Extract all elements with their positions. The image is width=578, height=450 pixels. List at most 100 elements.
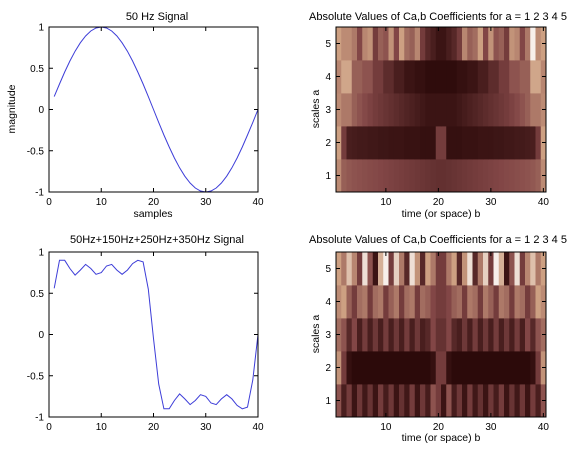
heatmap-cell [389, 252, 395, 285]
heatmap-cell [368, 159, 374, 192]
heatmap-cell [410, 318, 416, 351]
heatmap-cell [504, 285, 510, 318]
heatmap-cell [467, 384, 473, 417]
x-tick-label: 10 [96, 422, 108, 433]
heatmap-cell [399, 93, 405, 126]
x-tick-label: 30 [485, 197, 497, 208]
heatmap-cell [446, 159, 452, 192]
heatmap-cell [399, 27, 405, 60]
heatmap-cell [457, 252, 463, 285]
heatmap-cell [378, 351, 384, 384]
heatmap-cell [499, 159, 505, 192]
heatmap-cell [499, 27, 505, 60]
heatmap-cell [383, 285, 389, 318]
heatmap-cell [452, 384, 458, 417]
heatmap-cell [457, 351, 463, 384]
heatmap-cell [425, 351, 431, 384]
y-tick-label: 4 [325, 72, 331, 83]
heatmap-cell [499, 252, 505, 285]
heatmap-cell [462, 60, 468, 93]
heatmap-cell [410, 126, 416, 159]
heatmap-cell [378, 60, 384, 93]
heatmap-cell [420, 384, 426, 417]
heatmap-cell [420, 351, 426, 384]
heatmap-cell [441, 126, 447, 159]
plot-composite-signal: 50Hz+150Hz+250Hz+350Hz Signal 0 10 20 30 40 … [27, 234, 264, 433]
y-tick-label: 3 [325, 105, 331, 116]
heatmap-cell [389, 159, 395, 192]
heatmap-cell [530, 252, 536, 285]
heatmap-cell [431, 285, 437, 318]
heatmap-cell [483, 318, 489, 351]
heatmap-cell [515, 384, 521, 417]
heatmap-cell [341, 384, 347, 417]
heatmap-cell [383, 384, 389, 417]
heatmap-cell [394, 252, 400, 285]
heatmap-cell [404, 351, 410, 384]
heatmap-cell [415, 159, 421, 192]
heatmap-cell [341, 60, 347, 93]
heatmap-cell [530, 27, 536, 60]
heatmap-cell [425, 285, 431, 318]
heatmap-cell [420, 285, 426, 318]
heatmap-cwt-composite: Absolute Values of Ca,b Coefficients for… [309, 234, 567, 444]
y-tick-label: 1 [325, 396, 331, 407]
heatmap-cell [483, 60, 489, 93]
heatmap-cell [383, 126, 389, 159]
heatmap-cell [341, 93, 347, 126]
heatmap-cell [473, 93, 479, 126]
heatmap-cell [457, 285, 463, 318]
heatmap-cell [352, 60, 358, 93]
x-tick-label: 20 [148, 422, 160, 433]
heatmap-cell [425, 318, 431, 351]
heatmap-cell [488, 384, 494, 417]
heatmap-cell [473, 159, 479, 192]
heatmap-cell [457, 159, 463, 192]
x-tick-label: 30 [200, 422, 212, 433]
heatmap-cell [494, 60, 500, 93]
heatmap-cell [483, 27, 489, 60]
heatmap-cell [415, 252, 421, 285]
heatmap-cell [399, 159, 405, 192]
heatmap-cell [499, 318, 505, 351]
heatmap-cell [378, 384, 384, 417]
heatmap-cell [410, 351, 416, 384]
heatmap-cell [373, 60, 379, 93]
heatmap-cell [494, 93, 500, 126]
heatmap-cell [452, 318, 458, 351]
x-tick-label: 0 [46, 197, 52, 208]
heatmap-cell [494, 318, 500, 351]
heatmap-cell [452, 285, 458, 318]
heatmap-cell [525, 126, 531, 159]
chart-title: Absolute Values of Ca,b Coefficients for… [309, 11, 567, 23]
y-tick-label: 5 [325, 39, 331, 50]
heatmap-cell [420, 318, 426, 351]
heatmap-cell [457, 318, 463, 351]
heatmap-cell [362, 126, 368, 159]
heatmap-cell [389, 27, 395, 60]
heatmap-cell [404, 318, 410, 351]
x-tick-label: 40 [252, 422, 264, 433]
heatmap-cell [415, 93, 421, 126]
heatmap-cell [394, 159, 400, 192]
heatmap-cell [520, 159, 526, 192]
heatmap-cell [536, 285, 542, 318]
heatmap-cell [515, 93, 521, 126]
heatmap-cell [483, 252, 489, 285]
heatmap-cell [478, 351, 484, 384]
heatmap-cell [452, 159, 458, 192]
heatmap-cell [389, 60, 395, 93]
heatmap-cell [425, 252, 431, 285]
heatmap-cell [509, 318, 515, 351]
heatmap-cell [483, 159, 489, 192]
heatmap-cell [536, 318, 542, 351]
heatmap-cell [373, 126, 379, 159]
heatmap-cell [478, 285, 484, 318]
heatmap-cell [457, 93, 463, 126]
plot-50hz-signal: 50 Hz Signal 0 10 20 30 40 -1 -0.5 0 0.5 1 sampl… [6, 11, 264, 220]
heatmap-cell [494, 27, 500, 60]
heatmap-cell [478, 318, 484, 351]
heatmap-cell [499, 126, 505, 159]
heatmap-cell [530, 159, 536, 192]
heatmap-cell [457, 60, 463, 93]
